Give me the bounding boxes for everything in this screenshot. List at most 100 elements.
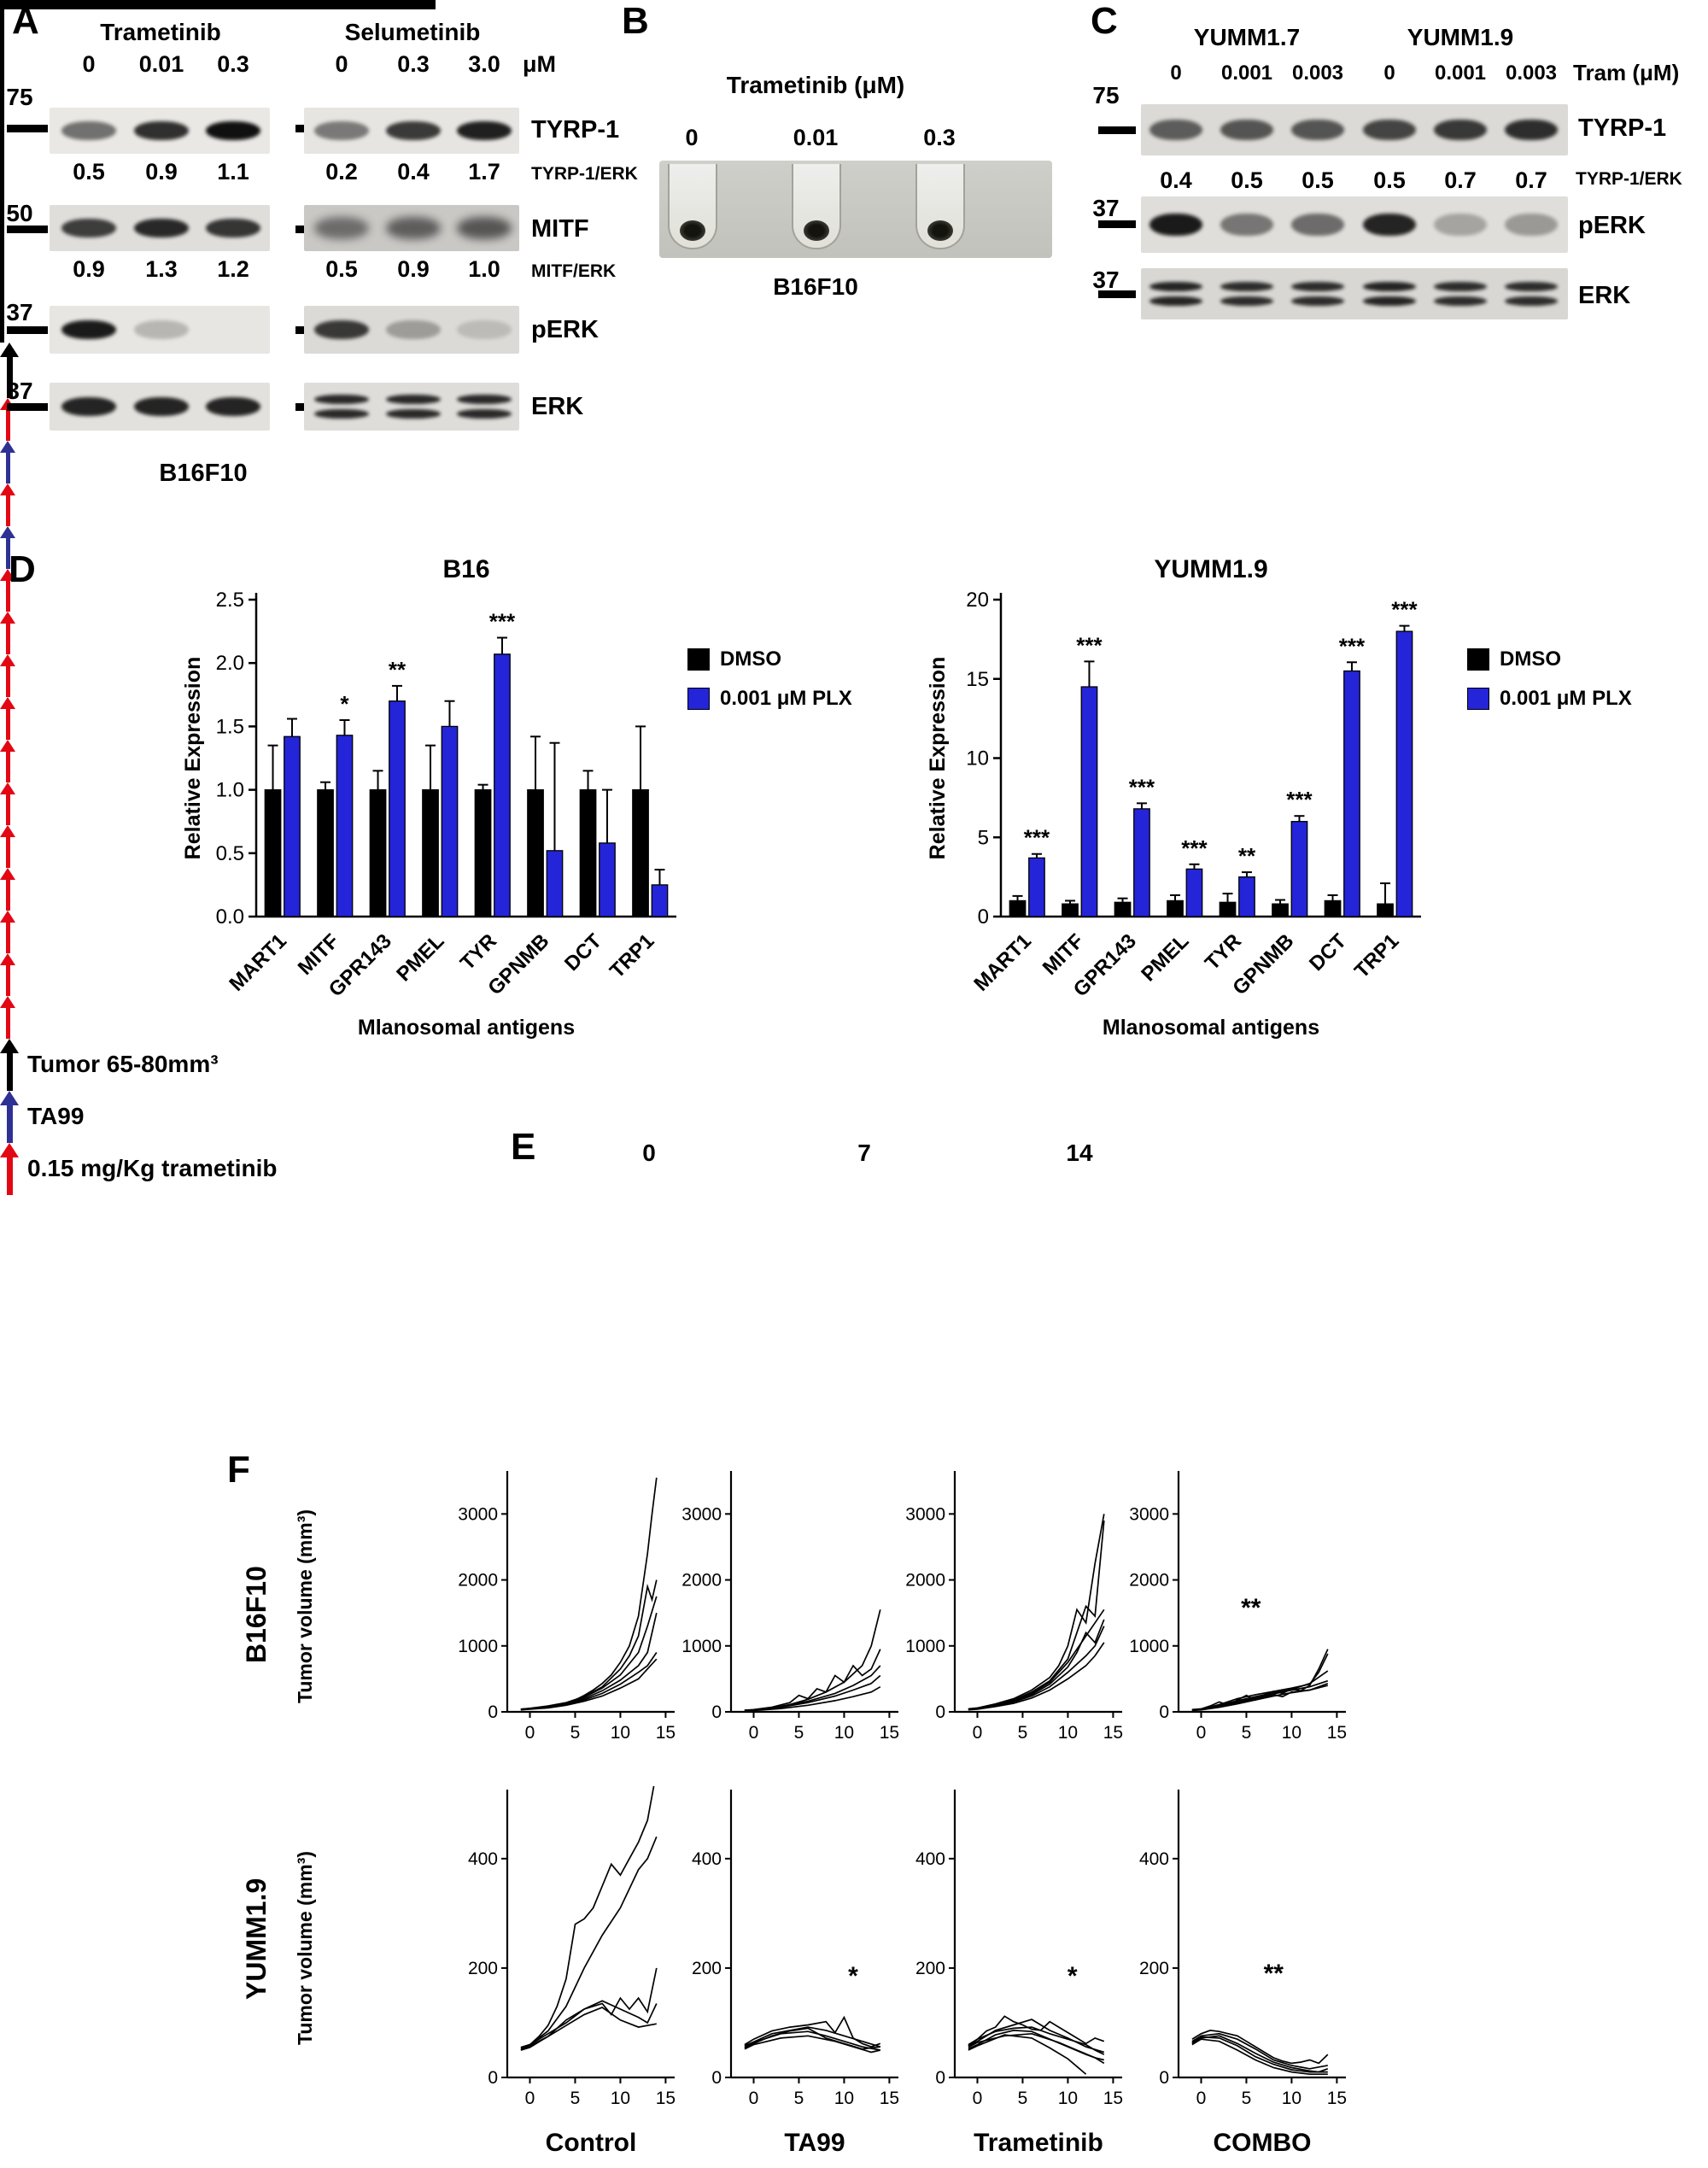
y-tick-label: 200 bbox=[692, 1959, 722, 1978]
treatment-arrow bbox=[0, 953, 15, 996]
tumor-growth-line bbox=[968, 2034, 1087, 2075]
x-category-label: TRP1 bbox=[1350, 929, 1403, 982]
protein-band bbox=[1434, 120, 1487, 140]
significance: *** bbox=[1391, 597, 1418, 623]
protein-band bbox=[134, 397, 189, 416]
x-tick-label: 10 bbox=[834, 1723, 854, 1743]
treatment-arrow bbox=[0, 782, 15, 825]
bar bbox=[527, 788, 544, 917]
drug-header-selumetinib: Selumetinib bbox=[344, 19, 481, 45]
treatment-arrow bbox=[0, 825, 15, 868]
x-category-label: MART1 bbox=[969, 929, 1036, 996]
protein-band bbox=[314, 121, 369, 140]
x-tick-label: 0 bbox=[749, 1723, 759, 1743]
arrow-head bbox=[0, 526, 15, 538]
protein-band bbox=[457, 320, 512, 339]
dose-label: 0.3 bbox=[923, 125, 956, 150]
tube-dose-0.3 bbox=[915, 164, 965, 249]
ratio-value: 0.5 bbox=[1373, 167, 1406, 193]
x-tick-label: 10 bbox=[611, 2089, 630, 2108]
legend-item: 0.001 μM PLX bbox=[687, 687, 852, 711]
protein-band bbox=[386, 217, 441, 239]
treatment-arrow bbox=[0, 612, 15, 654]
legend-item: DMSO bbox=[687, 647, 852, 671]
dose-label: 0 bbox=[82, 51, 96, 77]
y-tick-label: 200 bbox=[915, 1959, 945, 1978]
protein-label-erk: ERK bbox=[1578, 282, 1631, 309]
line-chart-yumm-combo: 0 200 400 0 5 10 15 ** bbox=[1139, 1790, 1347, 2108]
y-tick-label: 2000 bbox=[681, 1571, 722, 1591]
tumor-growth-line bbox=[744, 2030, 880, 2051]
arrow-stem bbox=[5, 666, 10, 697]
chart-title: B16 bbox=[442, 555, 489, 583]
treatment-arrow bbox=[0, 996, 15, 1039]
arrow-stem bbox=[5, 624, 10, 654]
ratio-value: 0.5 bbox=[73, 159, 105, 185]
timeline-bar bbox=[0, 0, 436, 9]
drug-header-trametinib: Trametinib bbox=[100, 19, 221, 45]
line-chart-yumm-control: 0 200 400 0 5 10 15 bbox=[468, 1786, 676, 2108]
plot-area bbox=[968, 1514, 1105, 1711]
protein-band bbox=[1434, 296, 1487, 306]
tumor-growth-line bbox=[1191, 1649, 1329, 1711]
protein-band bbox=[1363, 296, 1416, 306]
dose-label: 0.001 bbox=[1220, 62, 1273, 85]
tumor-growth-line bbox=[1191, 2032, 1328, 2070]
tumor-growth-line bbox=[968, 2032, 1105, 2065]
protein-band bbox=[1220, 120, 1273, 140]
arrow-head bbox=[0, 441, 15, 453]
arrow-head bbox=[0, 868, 15, 880]
bar bbox=[1290, 821, 1308, 917]
protein-label-tyrp1: TYRP-1 bbox=[531, 116, 620, 144]
tumor-growth-line bbox=[968, 2015, 1105, 2046]
blot-ERK bbox=[1141, 268, 1568, 319]
ratio-value: 1.0 bbox=[468, 256, 500, 282]
bar bbox=[1062, 903, 1079, 917]
protein-band bbox=[1149, 296, 1202, 306]
protein-band bbox=[61, 219, 116, 237]
y-tick-label: 1.5 bbox=[216, 715, 244, 738]
ratio-value: 1.2 bbox=[217, 256, 249, 282]
y-tick-label: 0.5 bbox=[216, 842, 244, 865]
protein-band bbox=[1220, 214, 1273, 236]
ratio-label-mitf-erk: MITF/ERK bbox=[531, 261, 617, 281]
bar bbox=[264, 788, 282, 917]
dose-label: 0 bbox=[685, 125, 699, 150]
dose-label: 0.003 bbox=[1505, 62, 1558, 85]
arrow-part bbox=[6, 1105, 13, 1143]
timeline-tick bbox=[0, 320, 4, 343]
tumor-growth-line bbox=[520, 1786, 655, 2048]
legend-arrow bbox=[0, 1143, 19, 1195]
timeline-tick bbox=[0, 9, 4, 32]
arrow-head bbox=[0, 654, 15, 666]
unit-label: μM bbox=[523, 51, 557, 77]
protein-band bbox=[1363, 120, 1416, 140]
blot-TYRP-1 bbox=[304, 108, 519, 154]
protein-band bbox=[1220, 296, 1273, 306]
protein-label-erk: ERK bbox=[531, 393, 584, 420]
timeline-tick bbox=[0, 76, 4, 98]
y-tick-label: 10 bbox=[966, 747, 989, 771]
y-axis-title: Relative Expression bbox=[181, 657, 205, 860]
x-tick-label: 15 bbox=[880, 1723, 899, 1743]
y-tick-label: 2.5 bbox=[216, 589, 244, 612]
x-tick-label: 0 bbox=[1196, 1723, 1207, 1743]
protein-band bbox=[1434, 282, 1487, 291]
arrow-stem bbox=[5, 965, 10, 996]
arrow-head bbox=[0, 911, 15, 923]
significance: *** bbox=[1339, 633, 1366, 659]
timeline-tick bbox=[0, 165, 4, 187]
ratio-value: 0.4 bbox=[397, 159, 430, 185]
protein-band bbox=[1363, 214, 1416, 236]
plot-area bbox=[1191, 2030, 1329, 2076]
arrow-stem bbox=[5, 837, 10, 868]
y-tick-label: 3000 bbox=[905, 1504, 945, 1524]
timeline-tick bbox=[0, 187, 4, 209]
x-category-label: DCT bbox=[1305, 929, 1351, 976]
x-tick-label: 0 bbox=[973, 1723, 983, 1743]
tumor-growth-line bbox=[520, 1836, 658, 2048]
x-tick-label: 10 bbox=[611, 1723, 630, 1743]
x-tick-label: 10 bbox=[1282, 1723, 1301, 1743]
y-tick-label: 0 bbox=[935, 2068, 945, 2088]
x-category-label: TYR bbox=[456, 929, 501, 975]
